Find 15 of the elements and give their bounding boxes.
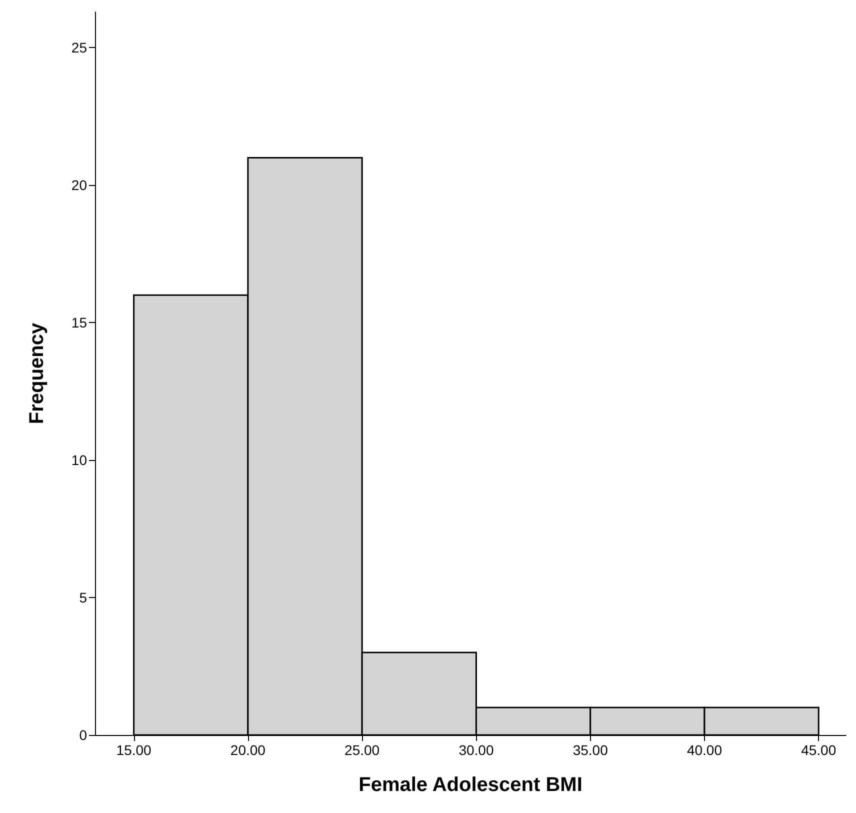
- y-tick-label: 15: [71, 314, 88, 331]
- x-tick-label: 30.00: [458, 742, 494, 758]
- y-axis-title: Frequency: [26, 322, 48, 424]
- x-tick-label: 25.00: [344, 742, 380, 758]
- x-tick-label: 35.00: [572, 742, 608, 758]
- y-tick-label: 5: [79, 590, 88, 606]
- y-tick-label: 20: [71, 177, 88, 194]
- y-tick-label: 10: [71, 452, 88, 468]
- y-tick-label: 25: [71, 40, 88, 56]
- x-tick-label: 45.00: [801, 742, 836, 758]
- x-tick-label: 40.00: [686, 742, 722, 758]
- x-tick-label: 15.00: [116, 742, 152, 758]
- x-tick-label: 20.00: [230, 742, 266, 758]
- x-axis-title: Female Adolescent BMI: [358, 774, 582, 796]
- y-tick-label: 0: [79, 727, 88, 743]
